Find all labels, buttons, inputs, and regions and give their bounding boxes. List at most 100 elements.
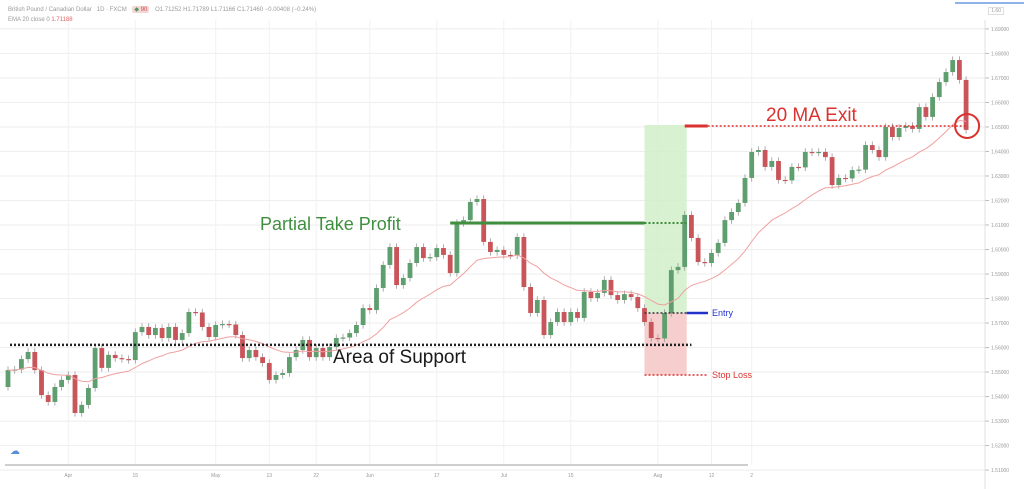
candle-body bbox=[521, 237, 527, 288]
candle-body bbox=[45, 395, 51, 402]
y-tick-label: 1.57000 bbox=[991, 321, 1009, 327]
x-tick-label: Apr bbox=[64, 473, 72, 479]
y-tick-label: 1.69000 bbox=[991, 27, 1009, 33]
candle-body bbox=[220, 324, 225, 326]
candle-body bbox=[226, 324, 232, 326]
candle-body bbox=[843, 177, 848, 180]
chart-header: British Pound / Canadian Dollar 1D · FXC… bbox=[8, 6, 316, 13]
candle-body bbox=[39, 370, 44, 396]
candle-body bbox=[749, 151, 755, 178]
candle-body bbox=[514, 237, 520, 256]
candle-body bbox=[481, 199, 487, 242]
top-progress-line bbox=[955, 2, 1024, 4]
candle-body bbox=[829, 157, 835, 186]
candle-body bbox=[501, 250, 507, 255]
candle-body bbox=[541, 300, 547, 336]
cloud-icon[interactable]: ☁ bbox=[10, 446, 20, 457]
candle-body bbox=[849, 170, 855, 179]
candle-body bbox=[601, 279, 607, 293]
candle-body bbox=[119, 358, 125, 360]
candle-body bbox=[441, 248, 446, 255]
candle-body bbox=[896, 127, 902, 138]
candle-body bbox=[72, 375, 78, 413]
candle-body bbox=[213, 325, 219, 338]
candle-body bbox=[394, 247, 399, 286]
candle-body bbox=[648, 322, 654, 338]
candle-body bbox=[52, 387, 58, 402]
x-tick-label: 17 bbox=[434, 473, 440, 479]
candle-body bbox=[802, 151, 808, 168]
y-tick-label: 1.55000 bbox=[991, 370, 1009, 376]
candle-body bbox=[742, 177, 748, 203]
candle-body bbox=[615, 295, 621, 300]
indicator-legend[interactable]: EMA 20 close 0 1.71188 bbox=[8, 17, 73, 23]
candle-body bbox=[910, 125, 915, 129]
interval: 1D · FXCM bbox=[96, 7, 127, 13]
candle-body bbox=[943, 72, 949, 83]
candle-body bbox=[622, 294, 627, 300]
y-tick-label: 1.60000 bbox=[991, 248, 1009, 254]
candle-body bbox=[528, 287, 533, 313]
candle-body bbox=[957, 60, 962, 80]
candle-body bbox=[936, 82, 942, 98]
y-tick-label: 1.66000 bbox=[991, 100, 1009, 106]
candle-body bbox=[253, 350, 259, 358]
y-tick-label: 1.64000 bbox=[991, 149, 1009, 155]
candle-body bbox=[809, 151, 815, 154]
candle-body bbox=[508, 254, 513, 257]
candle-body bbox=[950, 60, 956, 73]
x-tick-label: 12 bbox=[709, 473, 715, 479]
candle-body bbox=[575, 312, 580, 318]
candle-body bbox=[159, 327, 165, 338]
candle-body bbox=[273, 375, 279, 380]
candle-body bbox=[173, 326, 178, 340]
candle-body bbox=[454, 223, 460, 274]
candle-body bbox=[320, 348, 326, 358]
x-tick-label: 22 bbox=[313, 473, 319, 479]
candle-body bbox=[327, 347, 332, 358]
candle-body bbox=[266, 362, 272, 380]
candle-body bbox=[65, 375, 71, 380]
candle-body bbox=[447, 254, 453, 274]
candle-body bbox=[206, 326, 212, 338]
candle-body bbox=[106, 354, 111, 368]
candle-body bbox=[360, 308, 366, 325]
indicator-name: EMA 20 close 0 bbox=[8, 17, 50, 23]
candle-body bbox=[682, 214, 688, 267]
take-profit-label: Partial Take Profit bbox=[260, 214, 401, 234]
candle-body bbox=[99, 348, 105, 368]
price-scale-label[interactable]: 1.60 bbox=[988, 7, 1004, 15]
candle-body bbox=[434, 248, 440, 258]
candle-body bbox=[19, 359, 24, 370]
x-tick-label: Aug bbox=[653, 473, 662, 479]
candle-body bbox=[662, 312, 667, 339]
candle-body bbox=[112, 354, 118, 359]
candle-body bbox=[816, 151, 822, 154]
candle-body bbox=[179, 333, 185, 340]
candle-body bbox=[25, 351, 31, 360]
candle-body bbox=[126, 359, 131, 361]
x-tick-label: 15 bbox=[568, 473, 574, 479]
x-tick-label: 13 bbox=[267, 473, 273, 479]
x-tick-label: 2 bbox=[750, 473, 753, 479]
symbol-name: British Pound / Canadian Dollar bbox=[8, 7, 92, 13]
candle-body bbox=[588, 291, 594, 299]
candle-body bbox=[963, 79, 969, 130]
candle-body bbox=[367, 308, 373, 311]
candle-body bbox=[86, 387, 91, 405]
stop-loss-label: Stop Loss bbox=[712, 370, 753, 380]
candle-body bbox=[340, 337, 346, 339]
candle-body bbox=[32, 351, 38, 371]
candle-body bbox=[735, 202, 741, 213]
candle-body bbox=[293, 350, 299, 358]
x-tick-label: Jul bbox=[501, 473, 507, 479]
candle-body bbox=[233, 324, 239, 336]
candle-body bbox=[709, 252, 714, 263]
candle-body bbox=[260, 357, 265, 363]
candle-body bbox=[595, 292, 600, 299]
candle-body bbox=[890, 126, 895, 138]
candle-body bbox=[354, 325, 359, 334]
candle-body bbox=[695, 237, 701, 263]
status-badge: ◆ 90 bbox=[132, 6, 150, 13]
